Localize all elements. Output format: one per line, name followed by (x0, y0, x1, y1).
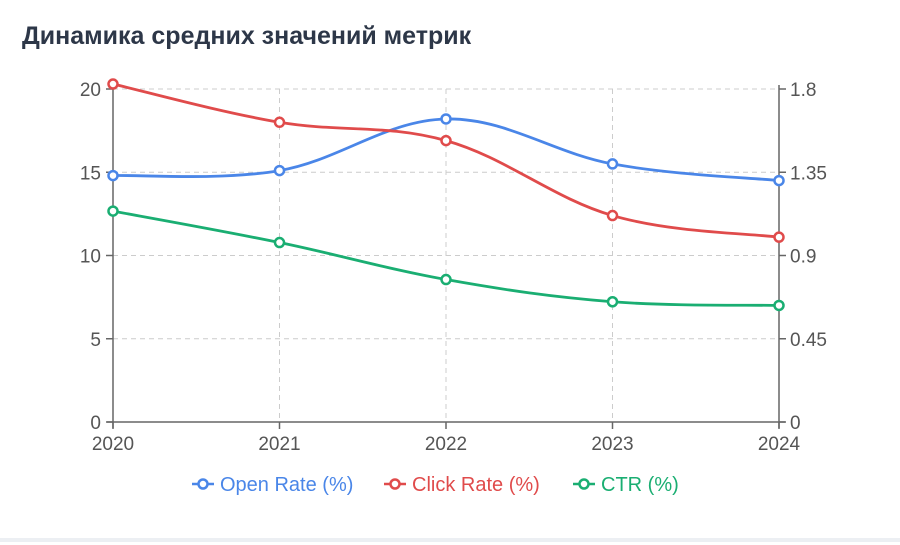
data-point-ctr (273, 236, 286, 249)
x-tick-label: 2021 (258, 434, 300, 455)
x-tick-label: 2024 (758, 434, 801, 455)
data-point-ctr (773, 299, 785, 312)
data-point-open-rate (440, 113, 452, 125)
y-right-tick-label: 1.8 (790, 80, 816, 101)
data-point-ctr (606, 296, 619, 308)
data-point-open-rate (606, 158, 619, 170)
legend-item: Open Rate (%) (192, 474, 353, 496)
legend-swatch-marker (578, 478, 590, 490)
data-point-open-rate (773, 174, 785, 187)
legend-swatch-marker (197, 478, 209, 490)
y-right-tick-label: 0.45 (790, 330, 827, 351)
x-tick-label: 2022 (425, 434, 467, 455)
data-point-open-rate (107, 169, 119, 182)
data-point-click-rate (773, 231, 785, 243)
series-open-rate (107, 113, 785, 187)
data-point-click-rate (440, 134, 452, 147)
y-right-tick-label: 0 (790, 413, 801, 434)
x-tick-label: 2020 (92, 434, 134, 455)
y-left-tick-label: 10 (80, 247, 101, 268)
data-point-click-rate (107, 78, 119, 90)
legend: Open Rate (%) Click Rate (%) CTR (%) (192, 474, 679, 496)
y-left-tick-label: 0 (90, 413, 101, 434)
data-point-click-rate (606, 209, 619, 222)
y-right-tick-label: 0.9 (790, 247, 816, 268)
data-point-ctr (440, 273, 452, 286)
y-left-tick-label: 20 (80, 80, 101, 101)
y-left-tick-label: 15 (80, 163, 101, 184)
legend-swatch-marker (389, 478, 401, 490)
data-point-ctr (107, 205, 119, 217)
legend-label: Click Rate (%) (412, 474, 540, 496)
series-click-rate (107, 78, 785, 243)
series-ctr (107, 205, 785, 312)
y-left-tick-label: 5 (90, 330, 101, 351)
y-right-tick-label: 1.35 (790, 163, 827, 184)
legend-item: CTR (%) (573, 474, 679, 496)
bottom-divider (0, 538, 900, 542)
data-point-open-rate (273, 164, 286, 177)
data-point-click-rate (273, 116, 286, 129)
x-tick-label: 2023 (591, 434, 633, 455)
chart-title: Динамика средних значений метрик (22, 22, 472, 50)
series-line-click-rate (112, 82, 780, 239)
legend-label: Open Rate (%) (220, 474, 353, 496)
legend-label: CTR (%) (601, 474, 679, 496)
legend-item: Click Rate (%) (384, 474, 540, 496)
